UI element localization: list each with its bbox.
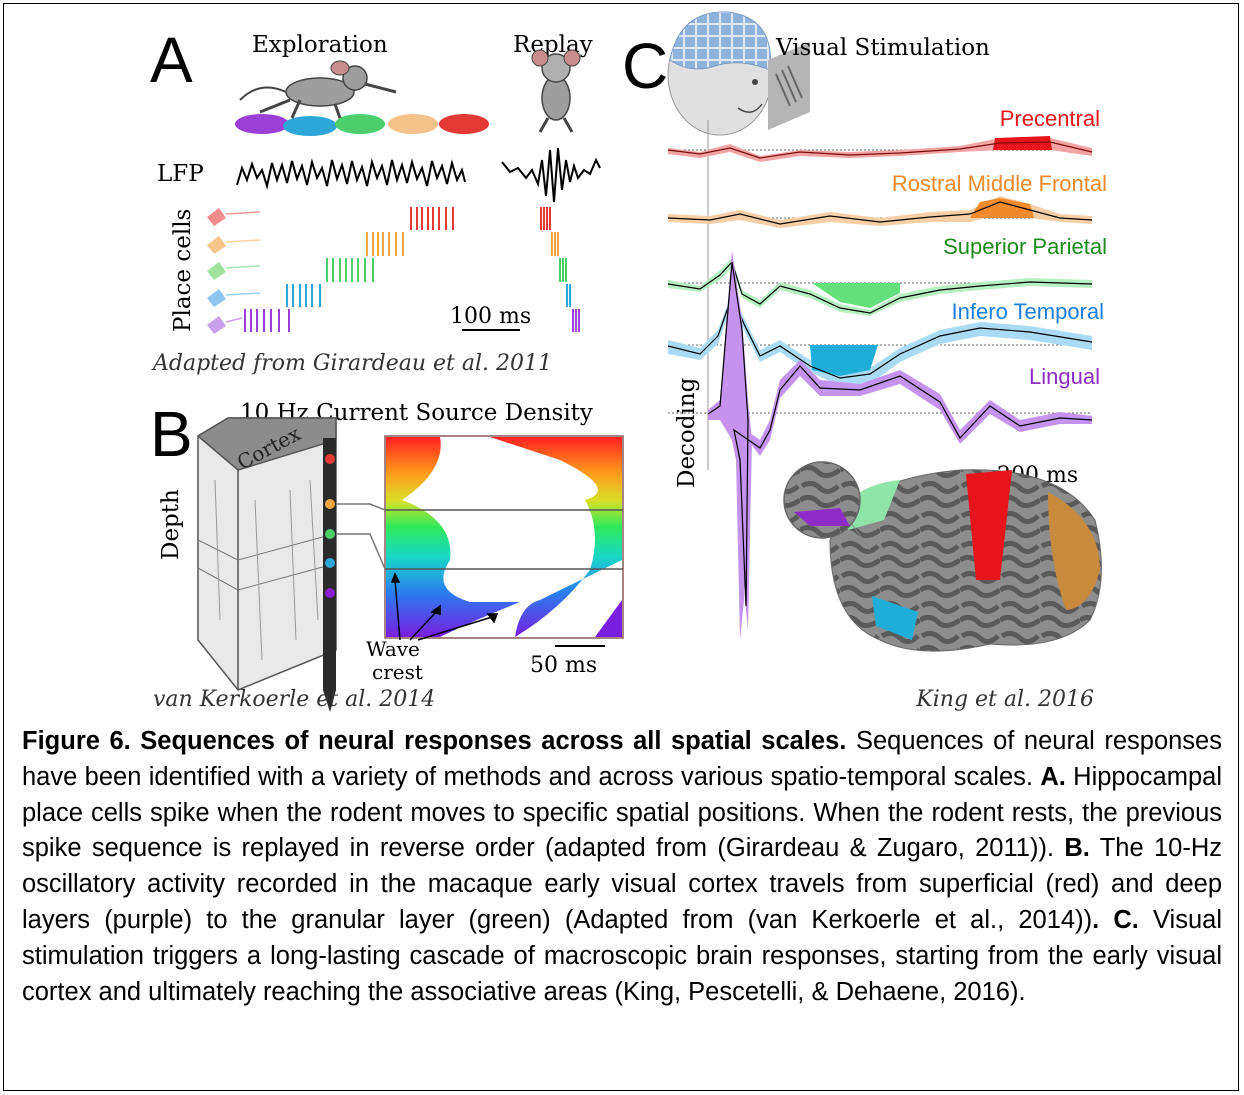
trace-infero-temporal: Infero Temporal — [667, 292, 1104, 386]
place-cells-label: Place cells — [170, 209, 196, 332]
spike-raster-exploration — [225, 207, 454, 332]
panel-b: B 10 Hz Current Source Density Depth Cor… — [150, 398, 624, 712]
panel-c-title: Visual Stimulation — [775, 35, 990, 61]
lfp-exploration-trace — [236, 158, 466, 190]
caption-b-label: B. — [1064, 834, 1090, 863]
decoding-label: Decoding — [674, 377, 700, 488]
figure-frame — [3, 3, 1239, 1091]
gabor-stimulus-icon — [768, 42, 810, 130]
caption-title: Figure 6. Sequences of neural responses … — [22, 727, 847, 755]
panel-a-scale-label: 100 ms — [450, 304, 531, 329]
caption-intro: Sequences of neural responses have been … — [22, 727, 1222, 791]
inflated-brain-illustration — [783, 461, 1102, 652]
wave-label: Wave — [366, 637, 420, 661]
panel-a: A Exploration Replay LFP — [150, 24, 601, 376]
place-cell-icons — [207, 208, 226, 334]
panel-a-letter: A — [150, 24, 193, 96]
crest-label: crest — [372, 660, 423, 684]
spike-raster-replay — [540, 207, 580, 332]
exploration-label: Exploration — [252, 32, 388, 58]
electrode-probe — [323, 438, 336, 712]
csd-band-left — [386, 437, 520, 637]
caption-b-text: The 10-Hz oscillatory activity recorded … — [22, 834, 1223, 934]
region-label-precentral: Precentral — [1000, 106, 1100, 131]
region-label-lingual: Lingual — [1029, 364, 1100, 389]
lfp-label: LFP — [157, 161, 204, 187]
caption-c-text: Visual stimulation triggers a long-lasti… — [22, 905, 1223, 1006]
figure-caption: Figure 6. Sequences of neural responses … — [22, 724, 1222, 1010]
panel-c-credit: King et al. 2016 — [915, 687, 1094, 712]
trace-precentral: Precentral — [667, 106, 1100, 162]
head-with-sensor-cap — [667, 11, 773, 136]
panel-c-letter: C — [622, 30, 668, 102]
figure-canvas: A Exploration Replay LFP — [150, 11, 1107, 712]
panel-a-credit: Adapted from Girardeau et al. 2011 — [151, 351, 552, 376]
panel-b-letter: B — [150, 398, 193, 470]
trace-lingual: Lingual — [668, 250, 1100, 640]
running-mouse-illustration — [239, 60, 397, 119]
caption-a-text: Hippocampal place cells spike when the r… — [22, 762, 1222, 863]
lfp-replay-trace — [501, 147, 601, 203]
wave-crest-arrows — [390, 572, 499, 641]
panel-c: C Visual Stimulation Precentral Rostral … — [622, 11, 1107, 712]
csd-band-right — [490, 437, 622, 637]
caption-c-label: C. — [1113, 905, 1139, 934]
region-label-rostral-middle-frontal: Rostral Middle Frontal — [892, 171, 1107, 196]
caption-a-label: A. — [1040, 762, 1066, 791]
resting-mouse-illustration — [531, 49, 581, 133]
region-label-superior-parietal: Superior Parietal — [943, 234, 1107, 259]
cortex-block-illustration: Cortex — [196, 417, 337, 691]
depth-label: Depth — [158, 489, 184, 560]
caption-b-end: . — [1092, 905, 1114, 934]
panel-b-credit: van Kerkoerle et al. 2014 — [153, 687, 435, 712]
region-label-infero-temporal: Infero Temporal — [952, 299, 1104, 324]
csd-plot — [336, 435, 624, 639]
trace-superior-parietal: Superior Parietal — [667, 234, 1107, 316]
trace-rostral-middle-frontal: Rostral Middle Frontal — [667, 171, 1107, 228]
place-pads — [235, 114, 489, 136]
panel-b-scale-label: 50 ms — [530, 653, 597, 678]
